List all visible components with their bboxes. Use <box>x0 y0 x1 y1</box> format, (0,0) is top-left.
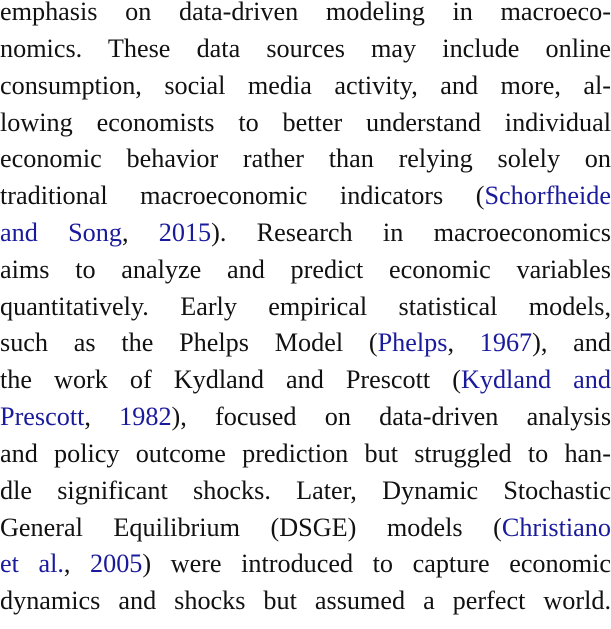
text-run: ). Research in macroeconomics <box>211 218 611 247</box>
text-run: ), and <box>532 328 611 357</box>
text-run: ) were introduced to capture economic <box>142 549 611 578</box>
text-line: and policy outcome prediction but strugg… <box>0 435 611 472</box>
text-line: consumption, social media activity, and … <box>0 67 611 104</box>
text-run: such as the Phelps Model ( <box>0 328 378 357</box>
text-run: economic behavior rather than relying so… <box>0 144 611 173</box>
text-run: dynamics and shocks but assumed a perfec… <box>0 586 611 615</box>
text-line: the work of Kydland and Prescott (Kydlan… <box>0 361 611 398</box>
text-line: General Equilibrium (DSGE) models (Chris… <box>0 509 611 546</box>
text-line: and Song, 2015). Research in macroeconom… <box>0 214 611 251</box>
text-run: quantitatively. Early empirical statisti… <box>0 292 611 321</box>
text-run: lowing economists to better understand i… <box>0 108 611 137</box>
text-line: et al., 2005) were introduced to capture… <box>0 545 611 582</box>
text-line: such as the Phelps Model (Phelps, 1967),… <box>0 324 611 361</box>
citation-link[interactable]: 1982 <box>119 402 172 431</box>
text-line: aims to analyze and predict economic var… <box>0 251 611 288</box>
text-line: traditional macroeconomic indicators (Sc… <box>0 177 611 214</box>
citation-link[interactable]: Schorfheide <box>484 181 611 210</box>
text-line: Prescott, 1982), focused on data-driven … <box>0 398 611 435</box>
text-run: , <box>121 218 159 247</box>
text-line: nomics. These data sources may include o… <box>0 30 611 67</box>
citation-link[interactable]: Christiano <box>501 513 611 542</box>
text-run: , <box>84 402 120 431</box>
citation-link[interactable]: 2005 <box>90 549 143 578</box>
text-run: General Equilibrium (DSGE) models ( <box>0 513 502 542</box>
text-run: , <box>63 549 91 578</box>
text-line: emphasis on data-driven modeling in macr… <box>0 0 611 30</box>
text-run: aims to analyze and predict economic var… <box>0 255 611 284</box>
text-run: and policy outcome prediction but strugg… <box>0 439 611 468</box>
text-line: lowing economists to better understand i… <box>0 104 611 141</box>
text-run: traditional macroeconomic indicators ( <box>0 181 485 210</box>
citation-link[interactable]: and Song <box>0 218 122 247</box>
text-run: the work of Kydland and Prescott ( <box>0 365 461 394</box>
text-run: , <box>447 328 480 357</box>
text-run: consumption, social media activity, and … <box>0 71 611 100</box>
text-run: ), focused on data-driven analysis <box>171 402 611 431</box>
citation-link[interactable]: Prescott <box>0 402 85 431</box>
citation-link[interactable]: 2015 <box>158 218 212 247</box>
citation-link[interactable]: Phelps <box>377 328 448 357</box>
text-run: emphasis on data-driven modeling in macr… <box>0 0 611 26</box>
text-line: quantitatively. Early empirical statisti… <box>0 288 611 325</box>
citation-link[interactable]: et al. <box>0 549 64 578</box>
text-run: dle significant shocks. Later, Dynamic S… <box>0 476 611 505</box>
citation-link[interactable]: Kydland and <box>460 365 611 394</box>
text-run: nomics. These data sources may include o… <box>0 34 611 63</box>
text-line: economic behavior rather than relying so… <box>0 140 611 177</box>
citation-link[interactable]: 1967 <box>479 328 533 357</box>
text-line: dynamics and shocks but assumed a perfec… <box>0 582 611 619</box>
text-line: dle significant shocks. Later, Dynamic S… <box>0 472 611 509</box>
